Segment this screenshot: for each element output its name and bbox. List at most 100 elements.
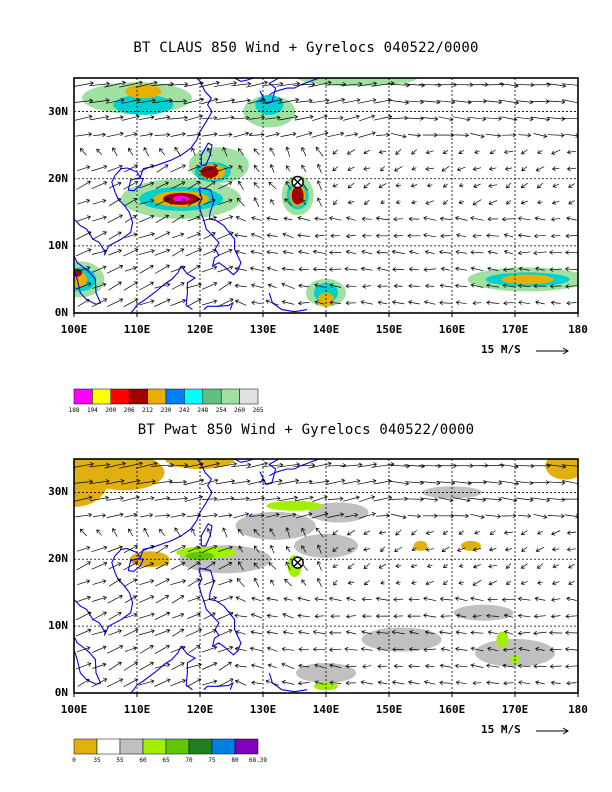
wind-vector bbox=[156, 164, 169, 173]
wind-vector bbox=[316, 577, 322, 588]
wind-vector bbox=[568, 580, 575, 585]
wind-vector bbox=[270, 198, 275, 206]
wind-vector bbox=[504, 547, 513, 552]
lat-label: 0N bbox=[54, 306, 68, 319]
wind-vector bbox=[361, 249, 373, 255]
wind-vector bbox=[315, 146, 324, 157]
wind-vector bbox=[107, 678, 124, 688]
wind-vector bbox=[301, 146, 307, 157]
wind-vector bbox=[187, 596, 201, 602]
wind-vector bbox=[312, 647, 326, 652]
wind-vector bbox=[154, 264, 170, 274]
wind-vector bbox=[235, 249, 246, 255]
wind-vector bbox=[143, 147, 150, 157]
colorbar-swatch bbox=[73, 738, 98, 755]
wind-vector bbox=[408, 266, 420, 272]
wind-vector bbox=[442, 149, 449, 154]
wind-vector bbox=[362, 664, 372, 669]
wind-vector bbox=[75, 628, 92, 637]
wind-vector bbox=[172, 248, 185, 257]
wind-vector bbox=[301, 527, 307, 538]
wind-vector bbox=[359, 114, 376, 122]
wind-vector bbox=[108, 578, 122, 587]
wind-vector bbox=[155, 197, 170, 207]
wind-vector bbox=[203, 561, 216, 571]
wind-vector bbox=[530, 116, 551, 122]
cloud-deep bbox=[291, 186, 304, 205]
wind-vector bbox=[249, 513, 265, 518]
wind-vector bbox=[266, 266, 278, 272]
wind-vector bbox=[278, 495, 299, 502]
wind-vector bbox=[345, 233, 356, 239]
coastline bbox=[248, 132, 253, 136]
wind-vector bbox=[455, 646, 468, 652]
wind-vector bbox=[123, 678, 139, 688]
wind-vector bbox=[281, 679, 295, 685]
wind-vector bbox=[261, 462, 284, 468]
colorbar-label: 194 bbox=[86, 407, 98, 414]
wind-vector bbox=[79, 148, 87, 156]
wind-vector bbox=[267, 283, 277, 289]
wind-vector bbox=[76, 561, 91, 571]
wind-vector bbox=[245, 80, 269, 88]
wind-vector bbox=[281, 662, 295, 670]
wind-vector bbox=[470, 513, 485, 520]
lon-label: 100E bbox=[60, 703, 88, 716]
wind-vector bbox=[329, 283, 342, 288]
wind-vector bbox=[266, 216, 279, 221]
wind-vector bbox=[422, 116, 439, 122]
wind-vector bbox=[470, 266, 484, 272]
coastline bbox=[74, 255, 102, 305]
wind-vector bbox=[123, 628, 139, 637]
wind-vector bbox=[218, 198, 233, 205]
wind-vector bbox=[108, 249, 122, 256]
wind-vector bbox=[425, 149, 434, 155]
wind-vector bbox=[535, 546, 545, 553]
wind-vector bbox=[231, 98, 251, 104]
wind-vector bbox=[345, 630, 357, 635]
wind-vector bbox=[467, 479, 488, 485]
coastline bbox=[268, 292, 308, 313]
wind-vector bbox=[552, 564, 560, 569]
wind-vector bbox=[218, 661, 232, 671]
lat-label: 0N bbox=[54, 686, 68, 699]
wind-vector bbox=[107, 164, 123, 172]
wind-vector bbox=[378, 563, 387, 569]
wind-vector bbox=[123, 661, 139, 671]
wind-vector bbox=[549, 647, 562, 653]
wind-vector bbox=[298, 663, 310, 669]
coastline bbox=[203, 681, 234, 691]
wind-vector bbox=[518, 300, 531, 305]
wind-vector bbox=[202, 248, 217, 256]
wind-vector bbox=[362, 284, 372, 289]
wind-vector bbox=[363, 530, 371, 535]
wind-vector bbox=[138, 232, 155, 239]
wind-vector bbox=[500, 116, 518, 122]
wind-vector bbox=[502, 647, 514, 653]
wind-vector bbox=[345, 283, 357, 289]
wind-vector bbox=[316, 180, 322, 191]
wind-vector bbox=[501, 597, 515, 602]
wind-vector bbox=[565, 630, 578, 635]
wind-vector bbox=[222, 146, 228, 157]
wind-vector bbox=[237, 528, 244, 537]
wind-vector bbox=[92, 265, 107, 273]
wind-vector bbox=[454, 663, 468, 669]
wind-vector bbox=[566, 216, 577, 221]
wind-vector bbox=[535, 300, 545, 305]
wind-vector bbox=[411, 529, 417, 536]
wind-vector bbox=[329, 250, 342, 255]
wind-vector bbox=[277, 478, 300, 485]
wind-vector bbox=[517, 630, 531, 636]
wind-vector bbox=[506, 182, 512, 189]
wind-vector bbox=[472, 680, 482, 686]
wind-vector bbox=[488, 580, 498, 586]
wind-vector bbox=[537, 149, 543, 154]
wind-vector bbox=[425, 200, 435, 205]
wind-vector bbox=[488, 200, 498, 205]
wind-vector bbox=[376, 630, 389, 635]
wind-vector bbox=[281, 646, 295, 652]
wind-vector bbox=[361, 629, 373, 635]
wind-vector bbox=[392, 267, 405, 272]
